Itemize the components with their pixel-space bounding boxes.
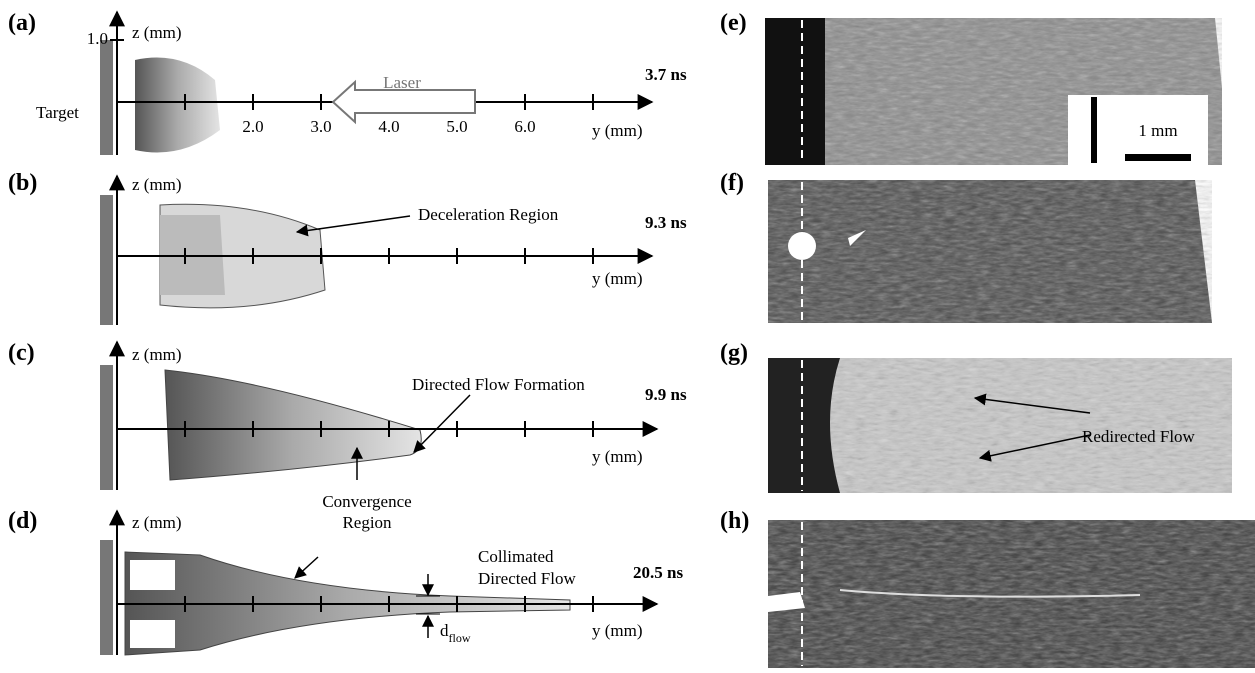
z-axis-label: z (mm) — [132, 345, 182, 364]
pointer — [297, 216, 410, 232]
z-axis-label: z (mm) — [132, 513, 182, 532]
panel-label: (f) — [720, 170, 744, 196]
y-tick: 4.0 — [378, 117, 399, 136]
figure: Laser (a) 1.0 z (mm) Target 2.0 3.0 4.0 … — [0, 0, 1255, 673]
panel-label: (g) — [720, 340, 748, 366]
image-f — [768, 180, 1212, 323]
time-label: 3.7 ns — [645, 65, 687, 84]
z-axis-label: z (mm) — [132, 23, 182, 42]
time-label: 20.5 ns — [633, 563, 683, 582]
plume — [165, 370, 421, 480]
panel-label: (h) — [720, 508, 749, 534]
z-tick: 1.0 — [87, 29, 108, 48]
panel-label: (d) — [8, 508, 37, 534]
annotation: Deceleration Region — [418, 205, 559, 224]
panel-c: (c) z (mm) Directed Flow Formation 9.9 n… — [8, 340, 687, 532]
y-axis-label: y (mm) — [592, 447, 643, 466]
time-label: 9.9 ns — [645, 385, 687, 404]
d-flow-label: dflow — [440, 621, 471, 645]
z-axis-label: z (mm) — [132, 175, 182, 194]
target — [100, 540, 113, 655]
time-label: 9.3 ns — [645, 213, 687, 232]
y-tick: 6.0 — [514, 117, 535, 136]
image-g: Redirected Flow — [768, 358, 1232, 493]
annotation: Directed Flow — [478, 569, 576, 588]
y-tick: 2.0 — [242, 117, 263, 136]
sub: flow — [449, 631, 471, 645]
target — [100, 195, 113, 325]
panel-b: (b) z (mm) Deceleration Region 9.3 ns y … — [8, 170, 687, 325]
target — [100, 40, 113, 155]
image-e: 1 mm — [765, 18, 1222, 167]
annotation: Collimated — [478, 547, 554, 566]
annotation: Directed Flow Formation — [412, 375, 585, 394]
y-tick: 3.0 — [310, 117, 331, 136]
y-axis-label: y (mm) — [592, 621, 643, 640]
target — [100, 365, 113, 490]
target-label: Target — [36, 103, 79, 122]
panel-label: (e) — [720, 10, 747, 36]
scale-label: 1 mm — [1138, 121, 1177, 140]
y-tick: 5.0 — [446, 117, 467, 136]
plume — [135, 58, 220, 153]
annotation: Region — [342, 513, 392, 532]
annotation: Redirected Flow — [1082, 427, 1196, 446]
image-h — [768, 520, 1255, 668]
y-axis-label: y (mm) — [592, 269, 643, 288]
laser-label: Laser — [383, 73, 421, 92]
panel-label: (c) — [8, 340, 35, 366]
annotation: Convergence — [322, 492, 411, 511]
panel-label: (b) — [8, 170, 37, 196]
y-axis-label: y (mm) — [592, 121, 643, 140]
panel-a: Laser (a) 1.0 z (mm) Target 2.0 3.0 4.0 … — [8, 10, 687, 155]
panel-label: (a) — [8, 10, 36, 36]
